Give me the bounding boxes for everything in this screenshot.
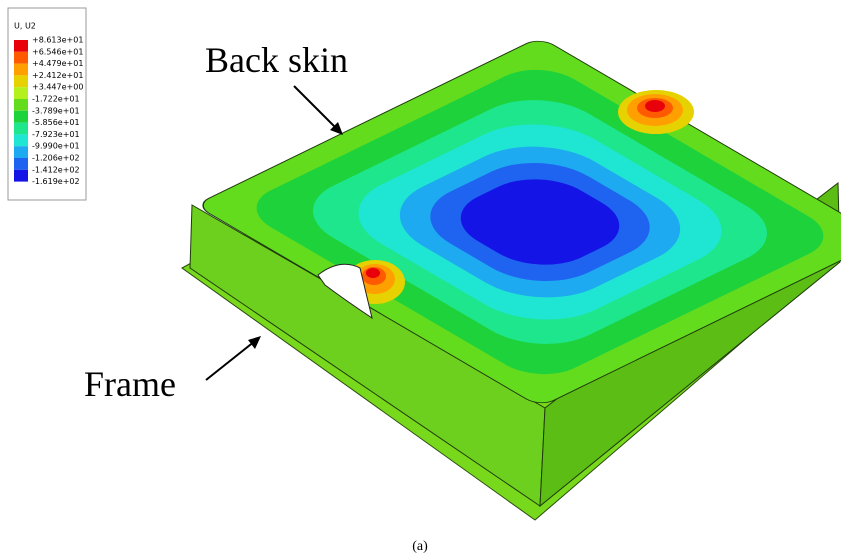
- legend-label: +6.546e+01: [32, 47, 83, 56]
- legend-swatch: [14, 111, 28, 123]
- legend: U, U2 +8.613e+01 +6.546e+01 +4.479e+01 +2.4…: [8, 8, 86, 200]
- legend-swatch: [14, 134, 28, 146]
- legend-label: +2.412e+01: [32, 71, 83, 80]
- legend-swatch: [14, 52, 28, 64]
- legend-label: -7.923e+01: [32, 130, 80, 139]
- legend-label: +4.479e+01: [32, 59, 83, 68]
- arrow-head: [248, 336, 261, 349]
- annotation: Back skin: [205, 40, 348, 80]
- arrow: [206, 341, 255, 380]
- legend-label: -9.990e+01: [32, 142, 80, 151]
- legend-label: -5.856e+01: [32, 118, 80, 127]
- figure: U, U2 +8.613e+01 +6.546e+01 +4.479e+01 +2.4…: [0, 0, 841, 560]
- legend-swatch: [14, 170, 28, 182]
- legend-label: +8.613e+01: [32, 36, 83, 45]
- legend-swatch: [14, 146, 28, 158]
- legend-swatch: [14, 64, 28, 76]
- legend-label: -3.789e+01: [32, 106, 80, 115]
- legend-swatch: [14, 158, 28, 170]
- annotation: Frame: [84, 364, 176, 404]
- legend-title: U, U2: [14, 22, 36, 31]
- caption: (a): [412, 539, 428, 554]
- legend-swatch: [14, 99, 28, 111]
- back-skin: [195, 37, 841, 407]
- contours: [195, 37, 841, 407]
- legend-label: -1.412e+02: [32, 165, 80, 174]
- legend-label: -1.619e+02: [32, 177, 80, 186]
- legend-swatch: [14, 87, 28, 99]
- legend-swatch: [14, 75, 28, 87]
- legend-swatch: [14, 40, 28, 52]
- legend-label: -1.206e+02: [32, 154, 80, 163]
- arrow: [294, 86, 338, 130]
- bump: [645, 100, 665, 112]
- legend-label: -1.722e+01: [32, 95, 80, 104]
- legend-swatch: [14, 123, 28, 135]
- legend-label: +3.447e+00: [32, 83, 83, 92]
- bump: [366, 268, 380, 278]
